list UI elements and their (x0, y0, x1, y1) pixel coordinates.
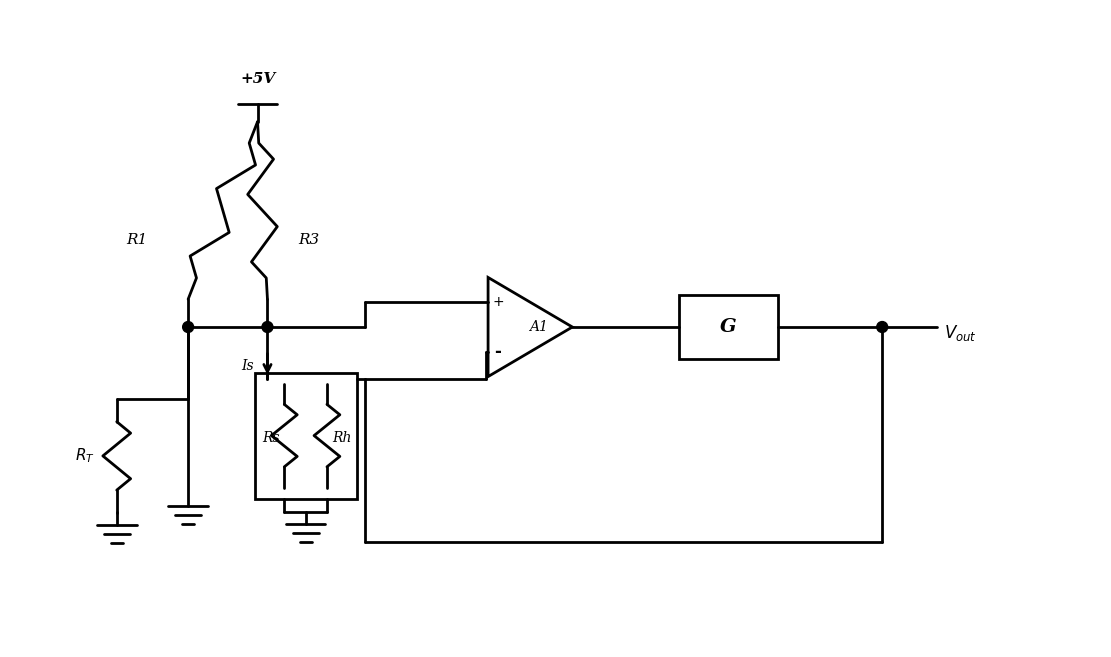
Text: Is: Is (241, 359, 254, 373)
Text: +: + (492, 295, 503, 309)
Bar (254, 373, 357, 499)
Circle shape (182, 321, 193, 332)
Text: R1: R1 (126, 233, 147, 247)
Circle shape (877, 321, 888, 332)
Text: Rh: Rh (332, 430, 351, 445)
Text: G: G (720, 318, 737, 336)
Text: $R_T$: $R_T$ (76, 447, 94, 465)
Circle shape (262, 321, 273, 332)
Text: R3: R3 (299, 233, 320, 247)
Text: $V_{out}$: $V_{out}$ (943, 323, 977, 343)
Text: +5V: +5V (240, 72, 276, 86)
Bar (679, 295, 778, 359)
Text: A1: A1 (529, 320, 548, 334)
Text: -: - (494, 343, 501, 361)
Text: Rs: Rs (262, 430, 279, 445)
